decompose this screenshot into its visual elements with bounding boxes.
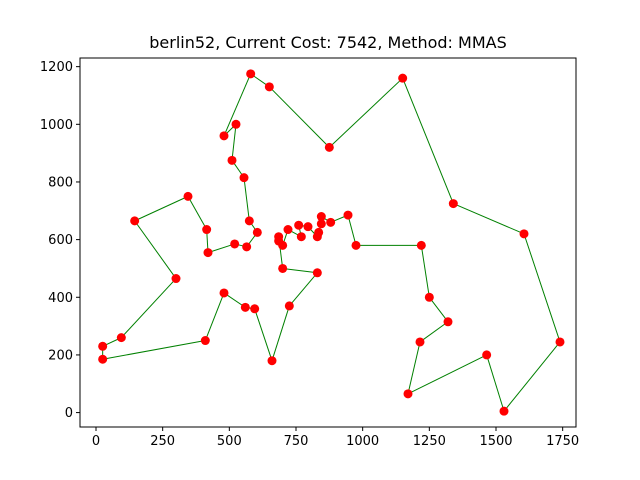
city-point <box>303 222 313 232</box>
city-point <box>200 336 210 346</box>
y-tick-label: 600 <box>48 233 73 248</box>
city-point <box>398 73 408 83</box>
route-segment <box>428 296 449 323</box>
city-point <box>403 389 413 399</box>
y-tick-label: 1000 <box>40 118 73 133</box>
city-point <box>443 317 453 327</box>
city-point <box>555 337 565 347</box>
route-segment <box>120 278 177 338</box>
city-point <box>326 217 336 227</box>
y-tick-label: 400 <box>48 291 73 306</box>
route-segment <box>407 341 421 394</box>
route-segment <box>271 305 290 361</box>
city-point <box>242 242 252 252</box>
city-point <box>284 301 294 311</box>
route-segment <box>204 292 225 341</box>
route-segment <box>523 233 561 343</box>
city-point <box>98 341 108 351</box>
x-tick-label: 750 <box>284 434 309 449</box>
city-point <box>264 82 274 92</box>
route-segment <box>419 321 449 343</box>
route-segment <box>420 245 430 298</box>
route-segment <box>254 308 273 361</box>
city-point <box>98 354 108 364</box>
city-point <box>499 406 509 416</box>
city-point <box>312 232 322 242</box>
city-point <box>283 225 293 235</box>
route-segment <box>402 77 454 204</box>
city-point <box>482 350 492 360</box>
city-point <box>296 232 306 242</box>
route-segment <box>407 354 487 395</box>
city-point <box>130 216 140 226</box>
route-segment <box>187 196 208 230</box>
x-tick-label: 500 <box>217 434 242 449</box>
city-point <box>171 274 181 284</box>
city-point <box>278 263 288 273</box>
y-tick-label: 0 <box>65 406 73 421</box>
city-point <box>316 212 326 222</box>
route-segment <box>231 124 237 161</box>
city-point <box>274 232 284 242</box>
city-point <box>324 142 334 152</box>
x-ticks: 0 250 500 750 1000 1250 1500 1750 <box>92 427 579 449</box>
x-tick-label: 1750 <box>546 434 579 449</box>
city-point <box>294 220 304 230</box>
city-point <box>240 302 250 312</box>
y-tick-label: 800 <box>48 175 73 190</box>
city-point <box>219 131 229 141</box>
route-segment <box>288 272 318 307</box>
city-point <box>415 337 425 347</box>
city-point <box>343 210 353 220</box>
city-point <box>267 356 277 366</box>
route-segment <box>453 203 525 235</box>
route-segment <box>134 220 177 279</box>
y-tick-label: 1200 <box>40 60 73 75</box>
route-segment <box>223 73 252 137</box>
x-tick-label: 1000 <box>346 434 379 449</box>
city-point <box>246 69 256 79</box>
city-point <box>202 225 212 235</box>
city-point <box>239 173 249 183</box>
route-segment <box>347 214 357 246</box>
city-point <box>519 229 529 239</box>
x-tick-label: 1500 <box>479 434 512 449</box>
chart-title: berlin52, Current Cost: 7542, Method: MM… <box>149 33 506 52</box>
route-segment <box>486 354 505 412</box>
plot-area-frame <box>79 57 577 428</box>
city-point <box>448 199 458 209</box>
route-segment <box>134 195 189 222</box>
city-point <box>351 240 361 250</box>
city-point <box>424 292 434 302</box>
city-point <box>250 304 260 314</box>
y-tick-label: 200 <box>48 348 73 363</box>
city-point <box>116 333 126 343</box>
route-segment <box>268 86 330 148</box>
city-point <box>312 268 322 278</box>
route-segment <box>328 77 404 148</box>
city-point <box>252 227 262 237</box>
city-point <box>183 191 193 201</box>
y-ticks: 0 200 400 600 800 1000 1200 <box>40 60 80 421</box>
city-point <box>231 119 241 129</box>
route-segment <box>243 177 250 221</box>
city-point <box>316 219 326 229</box>
x-tick-label: 250 <box>150 434 175 449</box>
city-point <box>244 216 254 226</box>
city-point <box>416 240 426 250</box>
x-tick-label: 0 <box>92 434 100 449</box>
city-point <box>227 155 237 165</box>
route-segment <box>102 340 206 360</box>
route-layer <box>102 73 561 412</box>
route-segment <box>282 267 318 274</box>
points-layer <box>98 69 565 416</box>
route-segment <box>207 243 235 254</box>
city-point <box>203 248 213 258</box>
city-point <box>230 239 240 249</box>
city-point <box>219 288 229 298</box>
x-tick-label: 1250 <box>413 434 446 449</box>
route-segment <box>503 341 561 412</box>
